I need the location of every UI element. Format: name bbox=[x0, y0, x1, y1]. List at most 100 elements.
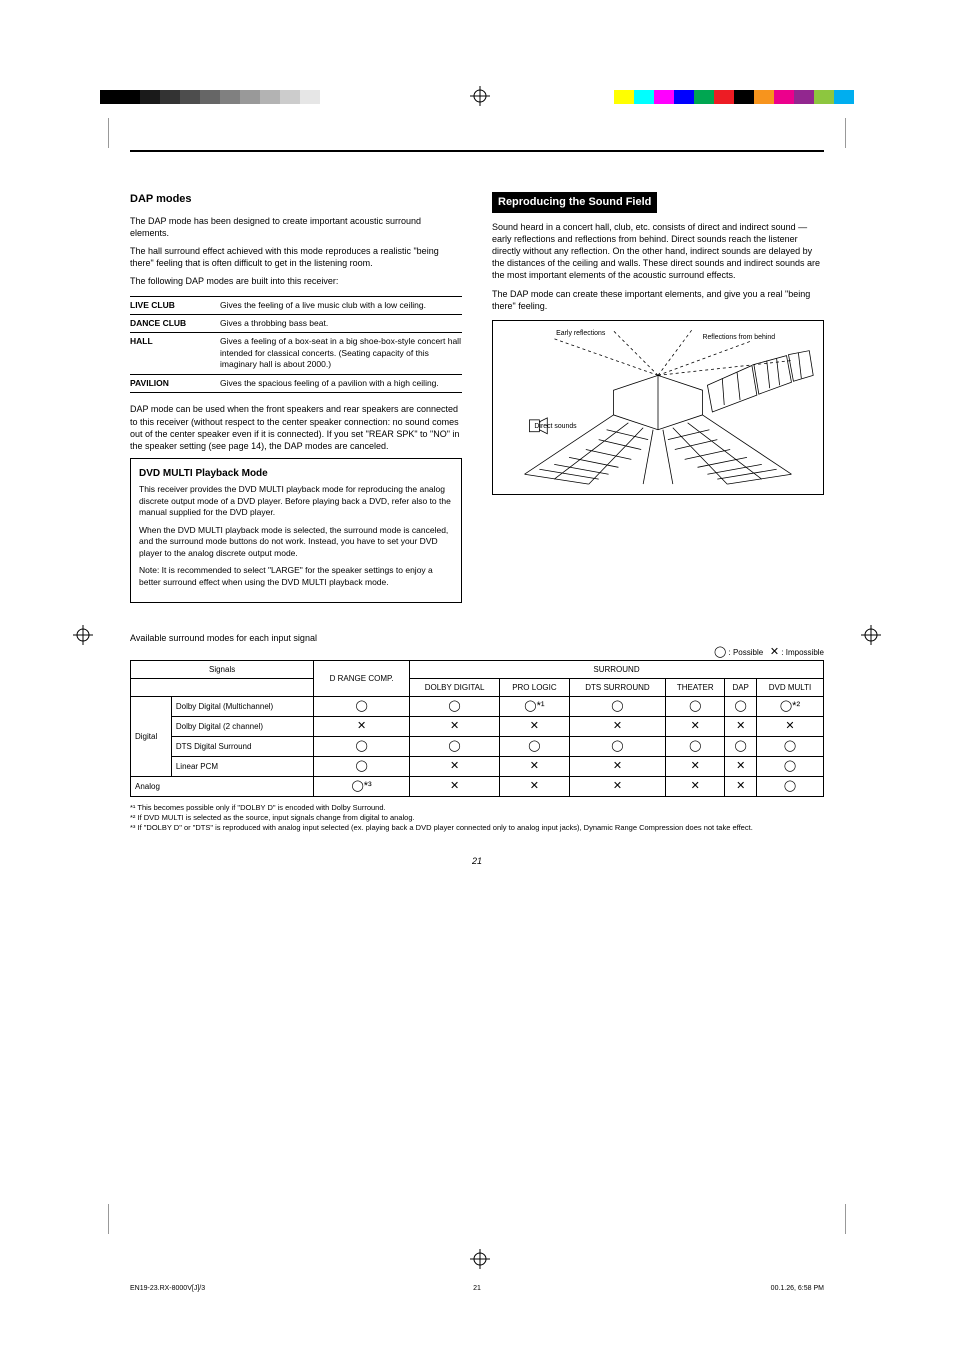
swatch bbox=[320, 90, 340, 104]
file-tag: EN19-23.RX-8000V[J]/3 bbox=[130, 1285, 205, 1292]
mode-desc: Gives the spacious feeling of a pavilion… bbox=[220, 378, 462, 389]
mode-name: PAVILION bbox=[130, 378, 220, 389]
swatch bbox=[654, 90, 674, 104]
th-signals: Signals bbox=[131, 661, 314, 679]
swatch bbox=[140, 90, 160, 104]
swatch bbox=[614, 90, 634, 104]
registration-mark-top bbox=[470, 86, 490, 109]
mode-name: DANCE CLUB bbox=[130, 318, 220, 329]
cell-value: ✕ bbox=[500, 757, 570, 777]
mode-desc: Gives a throbbing bass beat. bbox=[220, 318, 462, 329]
cell-value: ◯ bbox=[725, 697, 757, 717]
cell-value: ◯ bbox=[757, 757, 824, 777]
cell-value: ✕ bbox=[569, 717, 666, 737]
th-mode: DTS SURROUND bbox=[569, 679, 666, 697]
mode-row: PAVILIONGives the spacious feeling of a … bbox=[130, 374, 462, 393]
grayscale-bar bbox=[100, 90, 340, 104]
cell-drange: ◯ bbox=[314, 757, 410, 777]
page-number: 21 bbox=[130, 856, 824, 866]
dvd-multi-heading: DVD MULTI Playback Mode bbox=[139, 467, 453, 481]
cell-drange: ◯ bbox=[314, 697, 410, 717]
mode-desc: Gives the feeling of a live music club w… bbox=[220, 300, 462, 311]
cell-drange: ◯*³ bbox=[314, 777, 410, 797]
crop-tick bbox=[845, 118, 846, 148]
dap-note: DAP mode can be used when the front spea… bbox=[130, 403, 462, 452]
cell-value: ✕ bbox=[409, 757, 499, 777]
footnote: *³ If "DOLBY D" or "DTS" is reproduced w… bbox=[130, 823, 824, 833]
mode-name: LIVE CLUB bbox=[130, 300, 220, 311]
th-mode: PRO LOGIC bbox=[500, 679, 570, 697]
page-content: DAP modes The DAP mode has been designed… bbox=[130, 150, 824, 866]
cell-drange: ◯ bbox=[314, 737, 410, 757]
date-tag: 00.1.26, 6:58 PM bbox=[771, 1285, 824, 1292]
cell-value: ◯ bbox=[757, 737, 824, 757]
dvd-multi-p1: This receiver provides the DVD MULTI pla… bbox=[139, 484, 453, 518]
swatch bbox=[260, 90, 280, 104]
cell-value: ✕ bbox=[757, 717, 824, 737]
swatch bbox=[774, 90, 794, 104]
swatch bbox=[100, 90, 120, 104]
footnote: *¹ This becomes possible only if "DOLBY … bbox=[130, 803, 824, 813]
reproducing-p1: Sound heard in a concert hall, club, etc… bbox=[492, 221, 824, 282]
right-column: Reproducing the Sound Field Sound heard … bbox=[492, 192, 824, 603]
footer-page-num: 21 bbox=[473, 1285, 481, 1292]
color-bar bbox=[614, 90, 854, 104]
cell-signal: Dolby Digital (Multichannel) bbox=[171, 697, 313, 717]
cell-value: ◯ bbox=[725, 737, 757, 757]
swatch bbox=[160, 90, 180, 104]
top-rule bbox=[130, 150, 824, 152]
th-blank bbox=[131, 679, 314, 697]
table-title: Available surround modes for each input … bbox=[130, 633, 824, 643]
swatch bbox=[240, 90, 260, 104]
swatch bbox=[814, 90, 834, 104]
swatch bbox=[694, 90, 714, 104]
table-row: DTS Digital Surround◯◯◯◯◯◯◯ bbox=[131, 737, 824, 757]
cell-value: ✕ bbox=[725, 777, 757, 797]
label-direct: Direct sounds bbox=[534, 423, 577, 430]
swatch bbox=[120, 90, 140, 104]
swatch bbox=[300, 90, 320, 104]
left-column: DAP modes The DAP mode has been designed… bbox=[130, 192, 462, 603]
cell-value: ✕ bbox=[409, 717, 499, 737]
swatch bbox=[734, 90, 754, 104]
label-early: Early reflections bbox=[556, 330, 606, 337]
cell-value: ✕ bbox=[569, 777, 666, 797]
cell-value: ◯ bbox=[409, 737, 499, 757]
cell-value: ✕ bbox=[666, 777, 725, 797]
cell-value: ✕ bbox=[666, 757, 725, 777]
footnote: *² If DVD MULTI is selected as the sourc… bbox=[130, 813, 824, 823]
dap-heading: DAP modes bbox=[130, 192, 462, 207]
group-digital: Digital bbox=[131, 697, 172, 777]
swatch bbox=[200, 90, 220, 104]
cell-value: ✕ bbox=[725, 757, 757, 777]
mode-list: LIVE CLUBGives the feeling of a live mus… bbox=[130, 296, 462, 394]
table-row: Linear PCM◯✕✕✕✕✕◯ bbox=[131, 757, 824, 777]
reproducing-p2: The DAP mode can create these important … bbox=[492, 288, 824, 312]
mode-row: LIVE CLUBGives the feeling of a live mus… bbox=[130, 296, 462, 314]
swatch bbox=[280, 90, 300, 104]
swatch bbox=[674, 90, 694, 104]
crop-tick bbox=[845, 1204, 846, 1234]
sound-field-diagram: Early reflections Reflections from behin… bbox=[492, 320, 824, 495]
cell-value: ◯ bbox=[666, 737, 725, 757]
table-row: Dolby Digital (2 channel)✕✕✕✕✕✕✕ bbox=[131, 717, 824, 737]
mode-row: HALLGives a feeling of a box-seat in a b… bbox=[130, 332, 462, 373]
mode-name: HALL bbox=[130, 336, 220, 370]
cell-value: ◯ bbox=[666, 697, 725, 717]
th-mode: DOLBY DIGITAL bbox=[409, 679, 499, 697]
cell-value: ✕ bbox=[500, 717, 570, 737]
swatch bbox=[794, 90, 814, 104]
table-legend: ◯ : Possible ✕ : Impossible bbox=[130, 647, 824, 658]
th-surround: SURROUND bbox=[409, 661, 823, 679]
swatch bbox=[634, 90, 654, 104]
table-row: DigitalDolby Digital (Multichannel)◯◯◯*¹… bbox=[131, 697, 824, 717]
label-behind: Reflections from behind bbox=[702, 334, 775, 341]
cell-value: ✕ bbox=[569, 757, 666, 777]
registration-mark-bottom bbox=[470, 1249, 490, 1272]
reproducing-heading: Reproducing the Sound Field bbox=[492, 192, 824, 221]
cell-value: ◯ bbox=[569, 737, 666, 757]
cell-drange: ✕ bbox=[314, 717, 410, 737]
mode-desc: Gives a feeling of a box-seat in a big s… bbox=[220, 336, 462, 370]
cell-value: ◯ bbox=[409, 697, 499, 717]
registration-mark-left bbox=[73, 625, 93, 648]
